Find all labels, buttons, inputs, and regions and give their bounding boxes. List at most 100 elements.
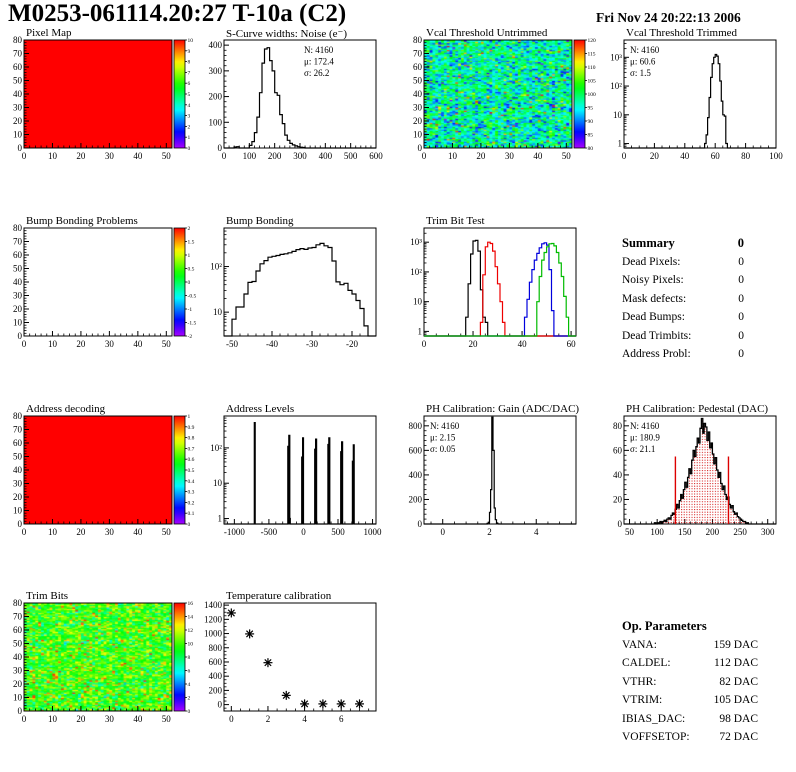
svg-text:3: 3 bbox=[188, 114, 191, 120]
summary-row-label: Dead Trimbits: bbox=[622, 329, 692, 342]
bump_problems-plot: 0 10 20 30 40 5001020304050607080-2-1.5-1-0.5… bbox=[13, 223, 197, 349]
panel-pixel-map: Pixel Map 0 10 20 30 40 50 0 10 20 30 40 50 60 70 80 0 1 2… bbox=[0, 26, 200, 208]
svg-text:-500: -500 bbox=[261, 527, 278, 537]
svg-text:20: 20 bbox=[13, 116, 23, 126]
svg-text:50: 50 bbox=[13, 76, 23, 86]
svg-text:0.4: 0.4 bbox=[188, 479, 195, 485]
svg-text:40: 40 bbox=[518, 339, 528, 349]
trim_bits-plot: 0 10 20 30 40 50 0 10 20 30 40 50 60 70 80 0 2 4 6 8 10 12 14 1… bbox=[13, 598, 194, 724]
chart-title: PH Calibration: Gain (ADC/DAC) bbox=[426, 403, 580, 415]
svg-text:1: 1 bbox=[188, 414, 191, 420]
svg-text:40: 40 bbox=[133, 527, 143, 537]
svg-text:30: 30 bbox=[105, 339, 115, 349]
svg-text:10: 10 bbox=[48, 151, 58, 161]
vcal_untrimmed-plot: 0 10 20 30 40 50 0 10 20 30 40 50 60 70 80 80 85 90 95 100 1… bbox=[413, 35, 597, 161]
pixel_map-heatmap bbox=[24, 40, 172, 148]
op-parameter-value: 82 DAC bbox=[719, 675, 758, 688]
svg-text:10: 10 bbox=[13, 318, 23, 328]
svg-text:1: 1 bbox=[618, 139, 623, 149]
summary-row-label: Noisy Pixels: bbox=[622, 274, 684, 286]
ph_pedestal-plot: 50 100 150 200 250 300 0 20 40 60 80 N: 4160 μ: 180.… bbox=[613, 415, 777, 537]
panel-address-decoding: Address decoding 0 10 20 30 40 50 0 10 20 30 40 50 60… bbox=[0, 402, 200, 584]
svg-text:40: 40 bbox=[13, 89, 23, 99]
svg-text:300: 300 bbox=[209, 66, 223, 76]
svg-text:100: 100 bbox=[243, 151, 257, 161]
chart-title: PH Calibration: Pedestal (DAC) bbox=[626, 403, 769, 415]
svg-text:1: 1 bbox=[218, 514, 223, 524]
vcal_trimmed-plot: 0 20 40 60 80 100 1 10 10² 10³ N: 4160 μ: 60.6σ: 1.… bbox=[610, 39, 783, 161]
ph_gain-plot: 0 2 4 0 200 400 600 800 N: 4160 μ: 2.15σ: 0.05 bbox=[409, 415, 577, 537]
svg-text:10: 10 bbox=[188, 38, 194, 44]
op-parameter-value: 105 DAC bbox=[713, 694, 758, 706]
panel-op-parameters: Op. Parameters VANA: 159 DAC CALDEL: 112 D… bbox=[600, 589, 796, 771]
page-title: M0253-061114.20:27 T-10a (C2) bbox=[8, 0, 347, 27]
panel-scurve-noise: S-Curve widths: Noise (e⁻) 0 100 200 300 400 5… bbox=[200, 26, 400, 208]
panel-temperature: Temperature calibration 0 2 4 6 0 200 400 600 800… bbox=[200, 589, 400, 771]
panel-address-levels: Address Levels -1000 -500 0 500 1000 1 10 10² bbox=[200, 402, 400, 584]
svg-text:200: 200 bbox=[268, 151, 282, 161]
svg-text:0: 0 bbox=[418, 519, 423, 529]
chart-title: Trim Bits bbox=[26, 590, 69, 602]
summary-row: Dead Trimbits: 0 bbox=[622, 327, 744, 346]
svg-text:85: 85 bbox=[588, 133, 594, 139]
svg-text:120: 120 bbox=[588, 38, 597, 44]
svg-text:50: 50 bbox=[162, 339, 172, 349]
svg-text:0: 0 bbox=[301, 527, 306, 537]
op-parameters-table: Op. Parameters VANA: 159 DAC CALDEL: 112 D… bbox=[622, 617, 758, 747]
op-parameter-value: 112 DAC bbox=[714, 657, 758, 669]
chart-title: Vcal Threshold Untrimmed bbox=[426, 27, 548, 39]
svg-text:20: 20 bbox=[76, 339, 86, 349]
trim_bits-heatmap bbox=[24, 603, 172, 711]
svg-text:100: 100 bbox=[209, 117, 223, 127]
op-parameter-value: 98 DAC bbox=[719, 712, 758, 725]
svg-text:500: 500 bbox=[331, 527, 345, 537]
svg-text:105: 105 bbox=[588, 79, 597, 85]
op-parameter-row: VTRIM: 105 DAC bbox=[622, 691, 758, 710]
svg-text:0: 0 bbox=[422, 151, 427, 161]
svg-text:50: 50 bbox=[162, 527, 172, 537]
svg-text:-0.5: -0.5 bbox=[188, 294, 197, 300]
svg-text:μ: 172.4: μ: 172.4 bbox=[304, 57, 334, 67]
svg-text:70: 70 bbox=[13, 425, 23, 435]
svg-text:10: 10 bbox=[188, 642, 194, 648]
svg-text:50: 50 bbox=[162, 714, 172, 724]
svg-text:0: 0 bbox=[18, 519, 23, 529]
op-parameters-header: Op. Parameters bbox=[622, 617, 758, 636]
address_decoding-heatmap bbox=[24, 416, 172, 524]
op-parameter-row: VOFFSETOP: 72 DAC bbox=[622, 728, 758, 747]
svg-text:80: 80 bbox=[613, 421, 623, 431]
svg-text:60: 60 bbox=[567, 339, 577, 349]
svg-text:0: 0 bbox=[418, 143, 423, 153]
svg-text:60: 60 bbox=[13, 438, 23, 448]
timestamp: Fri Nov 24 20:22:13 2006 bbox=[596, 10, 741, 25]
scurve_noise-plot: 0 100 200 300 400 500 600 0 100 200 300 400 N: 4160 μ… bbox=[209, 39, 383, 161]
summary-row-label: Mask defects: bbox=[622, 292, 687, 305]
svg-text:8: 8 bbox=[188, 60, 191, 66]
svg-text:40: 40 bbox=[133, 714, 143, 724]
svg-text:60: 60 bbox=[413, 62, 423, 72]
svg-text:400: 400 bbox=[319, 151, 333, 161]
chart-title: Vcal Threshold Trimmed bbox=[626, 27, 738, 39]
svg-text:6: 6 bbox=[339, 714, 344, 724]
svg-text:N: 4160: N: 4160 bbox=[630, 421, 660, 431]
svg-text:400: 400 bbox=[209, 671, 223, 681]
svg-text:70: 70 bbox=[413, 49, 423, 59]
op-parameter-label: IBIAS_DAC: bbox=[622, 712, 686, 725]
svg-text:200: 200 bbox=[409, 494, 423, 504]
address_decoding-plot: 0 10 20 30 40 50 0 10 20 30 40 50 60 70 80 0 0.1 0.2 0.3 0.… bbox=[13, 411, 195, 537]
svg-text:2: 2 bbox=[266, 714, 271, 724]
svg-text:-30: -30 bbox=[306, 339, 318, 349]
svg-text:600: 600 bbox=[369, 151, 383, 161]
op-parameter-row: CALDEL: 112 DAC bbox=[622, 654, 758, 673]
svg-text:2: 2 bbox=[487, 527, 492, 537]
svg-text:10²: 10² bbox=[210, 443, 222, 453]
svg-text:1000: 1000 bbox=[364, 527, 383, 537]
summary-row-label: Dead Pixels: bbox=[622, 255, 681, 268]
svg-text:60: 60 bbox=[13, 625, 23, 635]
svg-text:70: 70 bbox=[13, 612, 23, 622]
svg-text:-2: -2 bbox=[188, 334, 193, 340]
op-parameter-row: IBIAS_DAC: 98 DAC bbox=[622, 710, 758, 729]
svg-text:2: 2 bbox=[188, 696, 191, 702]
svg-text:0: 0 bbox=[622, 151, 627, 161]
svg-text:0.1: 0.1 bbox=[188, 511, 195, 517]
